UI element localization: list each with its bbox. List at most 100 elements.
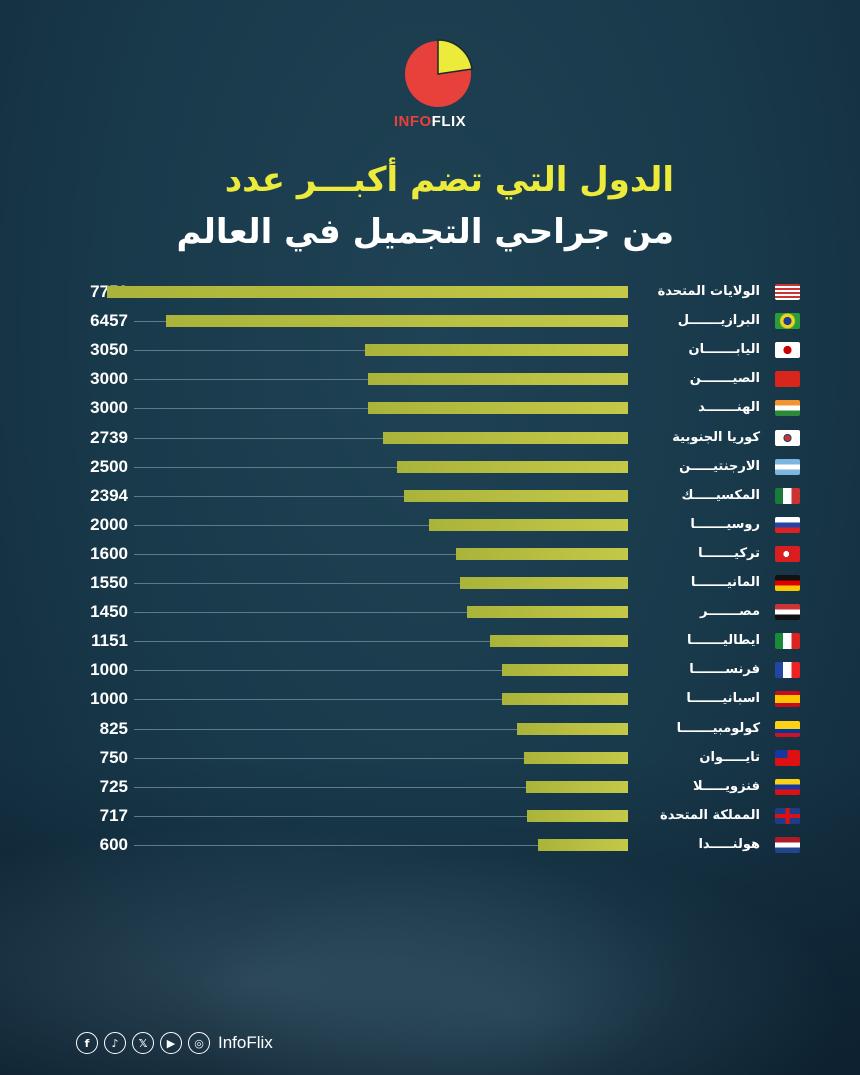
bar-guide-line xyxy=(134,524,628,526)
bar-value-label: 1151 xyxy=(91,631,128,651)
bar-guide-line xyxy=(134,495,628,497)
bar-row: 2000 روسيـــــــا xyxy=(0,515,860,535)
flag-kr-icon xyxy=(775,429,800,446)
bar-row: 1000 اسبانيـــــــا xyxy=(0,689,860,709)
bar-row: 725 فنزويـــــلا xyxy=(0,777,860,797)
flag-mx-icon xyxy=(775,487,800,504)
bar-guide-line xyxy=(134,553,628,555)
bar xyxy=(538,838,628,851)
bar xyxy=(397,460,628,473)
bar xyxy=(364,344,628,357)
country-label: كوريا الجنوبية xyxy=(672,429,760,445)
country-label: اسبانيـــــــا xyxy=(686,691,760,707)
bar-guide-line xyxy=(134,466,628,468)
country-label: المانيـــــــا xyxy=(690,575,760,590)
bar xyxy=(489,635,628,648)
bar-value-label: 2739 xyxy=(90,427,128,447)
flag-es-icon xyxy=(775,691,800,708)
country-label: ايطاليـــــــا xyxy=(686,633,760,649)
bar xyxy=(526,809,628,822)
bar-row: 825 كولومبيـــــــا xyxy=(0,719,860,739)
flag-ru-icon xyxy=(775,516,800,533)
bar-row: 1550 المانيـــــــا xyxy=(0,573,860,593)
chart-title-line1: الدول التي تضم أكبـــر عدد xyxy=(224,160,674,200)
bar-row: 1450 مصـــــــر xyxy=(0,602,860,622)
country-label: مصـــــــر xyxy=(699,604,760,620)
bar-row: 1600 تركيـــــــا xyxy=(0,544,860,564)
brand-part-info: INFO xyxy=(393,113,432,130)
flag-tw-icon xyxy=(775,749,800,766)
flag-eg-icon xyxy=(775,604,800,621)
country-label: تركيـــــــا xyxy=(698,545,760,561)
bar-row: 3000 الهنـــــــد xyxy=(0,398,860,418)
flag-fr-icon xyxy=(775,662,800,679)
bar-row: 717 المملكة المتحدة xyxy=(0,806,860,826)
bar-row: 2500 الارجنتيـــــن xyxy=(0,457,860,477)
flag-tr-icon xyxy=(775,545,800,562)
flag-us-icon xyxy=(775,284,800,300)
bar-row: 2394 المكسيـــــك xyxy=(0,486,860,506)
bar-value-label: 1000 xyxy=(90,660,128,680)
bar xyxy=(367,373,628,386)
flag-ar-icon xyxy=(775,458,800,475)
country-label: اليابـــــــان xyxy=(688,342,761,358)
bar-guide-line xyxy=(134,699,628,701)
infoflix-logo-pie-icon xyxy=(405,39,473,107)
country-label: الهنـــــــد xyxy=(698,400,760,416)
bar-guide-line xyxy=(134,437,628,439)
bar-guide-line xyxy=(134,786,628,788)
bar xyxy=(459,577,628,589)
bar-row: 600 هولنـــــدا xyxy=(0,835,860,855)
facebook-icon[interactable]: f xyxy=(76,1032,98,1054)
flag-jp-icon xyxy=(775,342,800,359)
instagram-icon[interactable]: ◎ xyxy=(188,1032,210,1054)
country-label: المكسيـــــك xyxy=(681,487,760,503)
bar-value-label: 1450 xyxy=(90,602,128,622)
bar xyxy=(456,547,628,560)
bar xyxy=(403,489,628,502)
bar-value-label: 825 xyxy=(99,718,128,738)
country-label: فنزويـــــلا xyxy=(693,778,760,794)
bar-row: 1151 ايطاليـــــــا xyxy=(0,631,860,651)
bar-row: 1000 فرنســـــــا xyxy=(0,660,860,680)
youtube-icon[interactable]: ▶ xyxy=(160,1032,182,1054)
bar-row: 3050 اليابـــــــان xyxy=(0,340,860,360)
bar-guide-line xyxy=(134,757,628,759)
bar-row: 750 تايـــــوان xyxy=(0,748,860,768)
bar-value-label: 750 xyxy=(99,747,128,767)
country-label: الصيـــــــن xyxy=(689,371,760,387)
bar-value-label: 1600 xyxy=(90,543,128,563)
bar-value-label: 717 xyxy=(99,805,128,825)
country-label: فرنســـــــا xyxy=(689,662,760,678)
bar xyxy=(466,606,628,619)
country-label: المملكة المتحدة xyxy=(660,807,760,823)
bar-value-label: 3000 xyxy=(90,398,128,418)
bar-value-label: 1550 xyxy=(90,573,128,592)
flag-in-icon xyxy=(775,400,800,417)
bar-guide-line xyxy=(134,815,628,817)
bar-row: 7750 الولايات المتحدة xyxy=(0,282,860,302)
bar-value-label: 3050 xyxy=(90,340,128,360)
flag-ve-icon xyxy=(775,778,800,795)
country-label: كولومبيـــــــا xyxy=(676,720,760,736)
bar xyxy=(516,722,628,735)
bar xyxy=(367,402,628,415)
background-photo-surgeons xyxy=(0,760,860,1075)
bar xyxy=(526,780,628,793)
x-icon[interactable]: 𝕏 xyxy=(132,1032,154,1054)
bar-guide-line xyxy=(134,641,628,643)
bar xyxy=(501,664,628,677)
bar xyxy=(523,751,628,764)
social-handle: InfoFlix xyxy=(218,1033,273,1052)
country-label: هولنـــــدا xyxy=(698,836,760,852)
bar xyxy=(382,431,628,444)
bar-guide-line xyxy=(134,583,628,584)
bar-guide-line xyxy=(134,612,628,614)
chart-title-line2: من جراحي التجميل في العالم xyxy=(176,212,675,252)
bar-value-label: 2394 xyxy=(90,485,128,505)
tiktok-icon[interactable]: ♪ xyxy=(104,1032,126,1054)
country-label: روسيـــــــا xyxy=(690,516,760,532)
bar-row: 6457 البرازيـــــــل xyxy=(0,311,860,331)
brand-name: INFOFLIX xyxy=(0,113,860,130)
bar-value-label: 3000 xyxy=(90,369,128,389)
